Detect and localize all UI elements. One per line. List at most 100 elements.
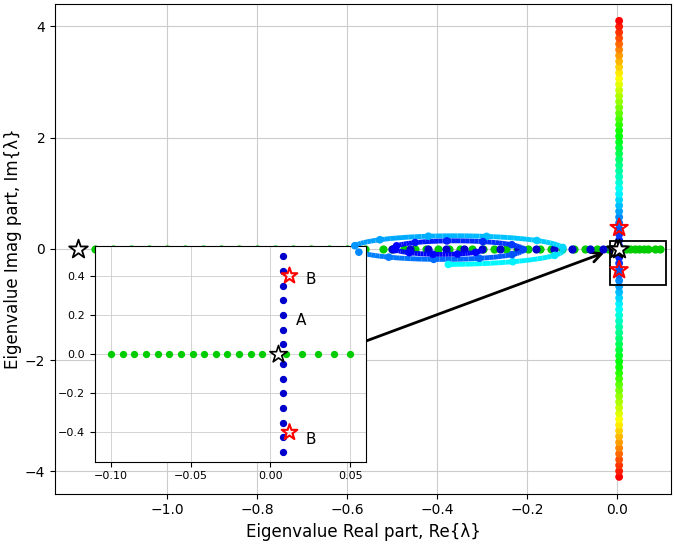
Point: [614, 299, 624, 308]
Point: [614, 92, 624, 100]
Point: [614, 114, 624, 123]
Point: [607, 245, 618, 253]
Point: [614, 368, 624, 377]
Point: [614, 455, 624, 464]
Point: [614, 245, 624, 253]
Point: [507, 250, 518, 259]
Point: [614, 415, 624, 423]
Point: [614, 80, 624, 89]
Point: [614, 40, 624, 49]
Point: [614, 294, 624, 302]
Point: [612, 245, 623, 253]
Point: [470, 248, 481, 257]
Point: [441, 237, 452, 245]
Point: [614, 352, 624, 360]
Point: [350, 241, 360, 250]
Point: [508, 257, 518, 266]
Point: [466, 245, 477, 253]
Point: [591, 245, 602, 253]
Point: [611, 245, 622, 253]
Point: [614, 461, 624, 470]
Point: [614, 438, 624, 446]
Point: [614, 311, 624, 319]
Point: [614, 334, 624, 343]
Point: [549, 245, 560, 253]
Point: [383, 253, 394, 262]
Point: [391, 241, 402, 250]
Point: [144, 245, 155, 253]
Point: [512, 245, 523, 253]
Point: [614, 426, 624, 435]
Point: [614, 190, 624, 198]
Point: [614, 450, 624, 458]
Point: [614, 57, 624, 65]
Point: [354, 248, 364, 257]
Point: [614, 473, 624, 481]
Point: [410, 238, 421, 247]
Point: [531, 245, 541, 253]
Point: [610, 245, 621, 253]
Point: [614, 51, 624, 60]
Point: [614, 143, 624, 152]
Point: [639, 245, 649, 253]
Point: [443, 245, 454, 253]
Point: [270, 245, 281, 253]
Point: [378, 245, 389, 253]
Point: [585, 245, 595, 253]
Point: [549, 251, 560, 260]
Point: [375, 235, 385, 244]
Point: [535, 245, 545, 253]
Point: [614, 253, 624, 262]
Point: [518, 245, 529, 254]
Point: [423, 232, 434, 240]
Point: [614, 184, 624, 192]
Point: [607, 245, 618, 253]
Point: [614, 219, 624, 227]
Point: [531, 236, 542, 245]
Point: [443, 260, 454, 269]
Point: [566, 245, 577, 253]
Point: [614, 282, 624, 290]
Point: [614, 63, 624, 71]
Point: [614, 323, 624, 331]
Point: [614, 397, 624, 406]
Bar: [610, 240, 666, 285]
Point: [614, 247, 624, 256]
Point: [432, 245, 443, 253]
Point: [614, 230, 624, 239]
Point: [423, 245, 433, 253]
Point: [614, 132, 624, 141]
Point: [625, 245, 636, 253]
Point: [614, 98, 624, 106]
Point: [614, 22, 624, 31]
Point: [634, 245, 645, 253]
Point: [580, 245, 591, 253]
Point: [614, 380, 624, 389]
Point: [605, 245, 616, 253]
Point: [360, 245, 371, 253]
Point: [398, 245, 409, 253]
Point: [558, 243, 568, 252]
Point: [614, 363, 624, 372]
Point: [614, 403, 624, 412]
Point: [614, 103, 624, 112]
Point: [650, 245, 661, 253]
Point: [126, 245, 137, 253]
Point: [512, 245, 522, 253]
Point: [234, 245, 245, 253]
Point: [452, 250, 463, 258]
Point: [614, 409, 624, 417]
Point: [614, 207, 624, 216]
Point: [614, 444, 624, 452]
Point: [614, 109, 624, 118]
Point: [614, 317, 624, 325]
Point: [90, 245, 101, 253]
Point: [324, 245, 335, 253]
Point: [614, 265, 624, 274]
Point: [523, 245, 534, 253]
Point: [630, 245, 641, 253]
Point: [489, 245, 500, 253]
Point: [614, 305, 624, 314]
Point: [614, 340, 624, 348]
Point: [614, 86, 624, 94]
